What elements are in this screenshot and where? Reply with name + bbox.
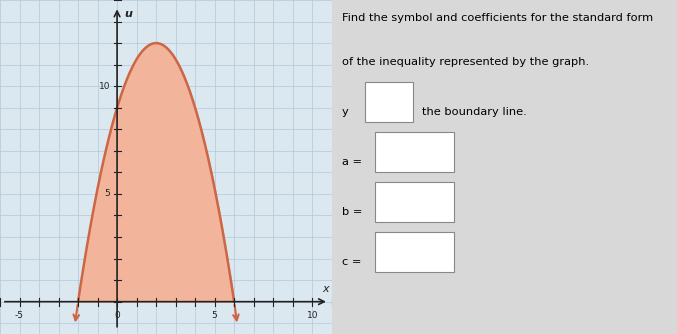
Text: 10: 10 — [99, 82, 110, 91]
Text: ▾: ▾ — [401, 98, 406, 106]
Text: the boundary line.: the boundary line. — [422, 107, 526, 117]
Text: y: y — [342, 107, 349, 117]
FancyBboxPatch shape — [364, 82, 413, 122]
Text: 0: 0 — [114, 311, 120, 320]
Text: u: u — [124, 9, 132, 19]
FancyBboxPatch shape — [375, 132, 454, 172]
Text: 5: 5 — [212, 311, 217, 320]
Text: 5: 5 — [104, 189, 110, 198]
Text: c =: c = — [342, 257, 362, 267]
FancyBboxPatch shape — [375, 182, 454, 222]
Text: x: x — [322, 284, 329, 294]
Text: b =: b = — [342, 207, 362, 217]
FancyBboxPatch shape — [375, 232, 454, 272]
Text: of the inequality represented by the graph.: of the inequality represented by the gra… — [342, 57, 589, 67]
Text: ▾: ▾ — [443, 148, 447, 156]
Text: ▾: ▾ — [443, 198, 447, 206]
Text: 10: 10 — [307, 311, 318, 320]
Text: Find the symbol and coefficients for the standard form: Find the symbol and coefficients for the… — [342, 13, 653, 23]
Text: a =: a = — [342, 157, 362, 167]
Text: -5: -5 — [15, 311, 24, 320]
Text: ▾: ▾ — [443, 248, 447, 257]
